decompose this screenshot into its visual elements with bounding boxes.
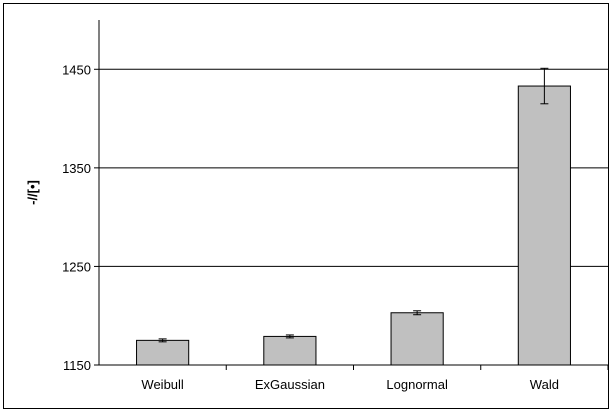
x-tick-label: Lognormal — [386, 377, 448, 392]
bars — [136, 67, 571, 366]
x-tick-label: Weibull — [141, 377, 184, 392]
y-tick-label: 1450 — [62, 62, 91, 77]
x-tick-label: ExGaussian — [255, 377, 325, 392]
y-tick-label: 1250 — [62, 259, 91, 274]
y-axis-title: -//[•] — [25, 180, 40, 205]
x-tick-label: Wald — [530, 377, 559, 392]
bar-lognormal — [390, 312, 444, 366]
axes: 1150 1250 1350 1450 Weibull ExGaussian Lognorm… — [62, 20, 609, 392]
bar-weibull — [136, 339, 190, 366]
bar-exgaussian — [263, 335, 317, 366]
bar-wald — [517, 85, 571, 366]
y-tick-label: 1350 — [62, 161, 91, 176]
y-tick-label: 1150 — [63, 358, 91, 373]
